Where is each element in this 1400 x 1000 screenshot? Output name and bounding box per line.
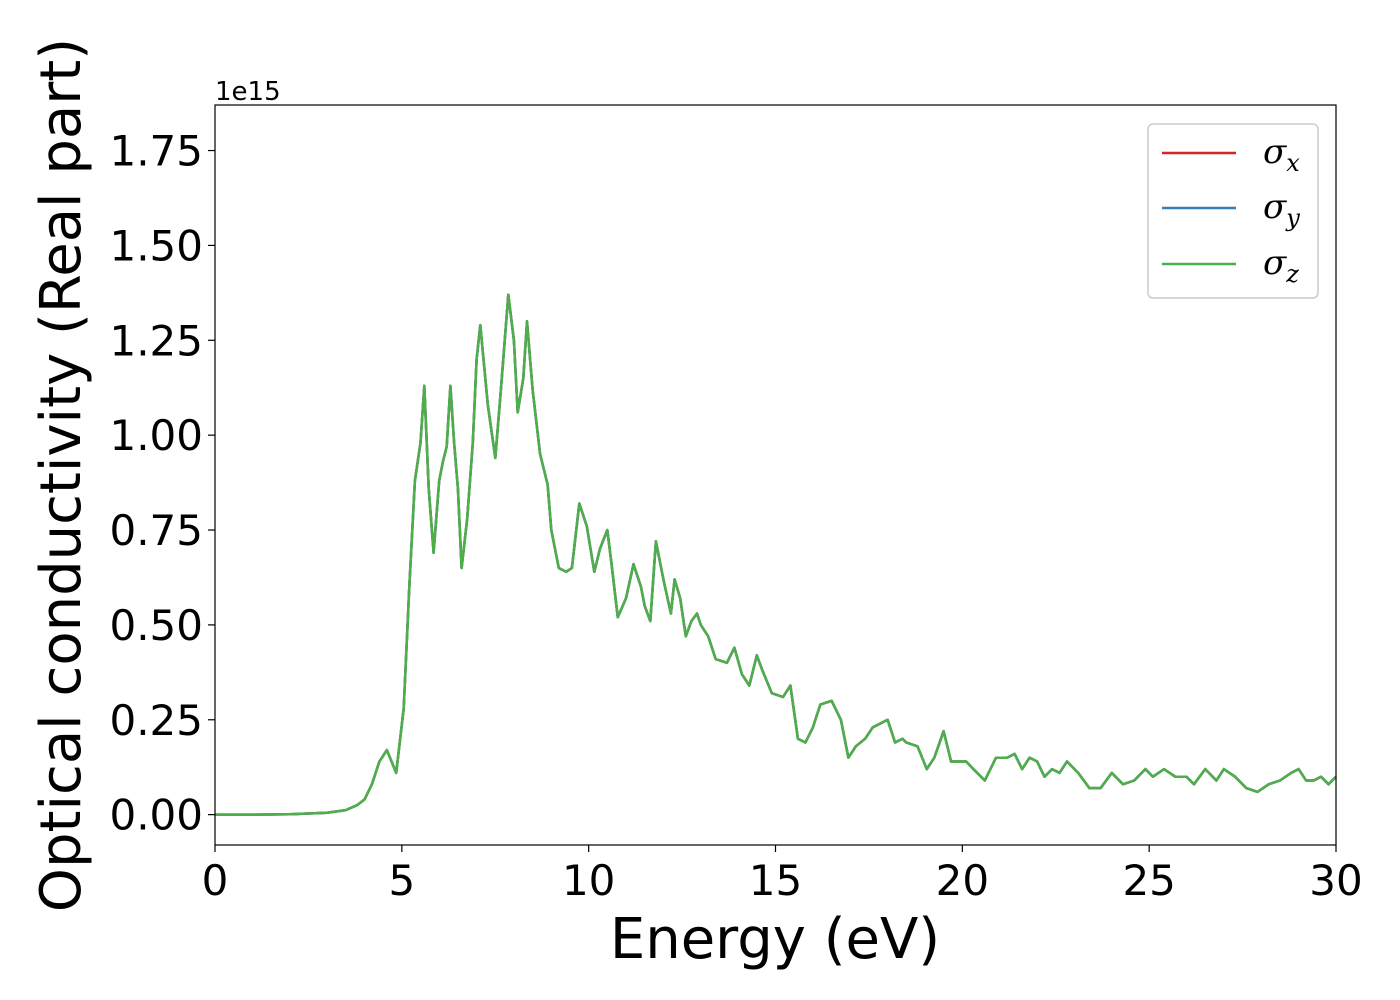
x-tick-label: 30 — [1309, 856, 1362, 905]
y-tick-label: 0.50 — [109, 601, 203, 650]
x-tick-label: 0 — [202, 856, 229, 905]
y-tick-label: 1.00 — [109, 411, 203, 460]
x-tick-label: 5 — [388, 856, 415, 905]
legend-box — [1147, 123, 1319, 299]
y-axis: 0.00 0.25 0.50 0.75 1.00 1.25 1.50 1.75 — [109, 127, 215, 840]
y-offset-label: 1e15 — [215, 77, 281, 107]
y-tick-label: 1.75 — [109, 127, 203, 176]
x-tick-label: 20 — [936, 856, 989, 905]
y-tick-label: 0.00 — [109, 791, 203, 840]
legend: σx σy σz — [1147, 123, 1319, 299]
x-tick-label: 25 — [1122, 856, 1175, 905]
y-tick-label: 0.25 — [109, 696, 203, 745]
y-tick-label: 1.25 — [109, 316, 203, 365]
x-tick-label: 10 — [562, 856, 615, 905]
legend-label-x: σx — [1263, 132, 1300, 177]
x-axis-title: Energy (eV) — [610, 907, 940, 972]
legend-label-y: σy — [1263, 187, 1300, 232]
legend-entries: σx σy σz — [1162, 132, 1300, 288]
series-line-z — [215, 293, 1337, 816]
series-layer — [215, 293, 1337, 816]
y-tick-label: 0.75 — [109, 506, 203, 555]
y-tick-label: 1.50 — [109, 221, 203, 270]
x-tick-label: 15 — [749, 856, 802, 905]
x-axis: 0 5 10 15 20 25 30 — [202, 845, 1363, 905]
y-axis-title: Optical conductivity (Real part) — [29, 38, 94, 912]
legend-label-z: σz — [1263, 243, 1299, 288]
